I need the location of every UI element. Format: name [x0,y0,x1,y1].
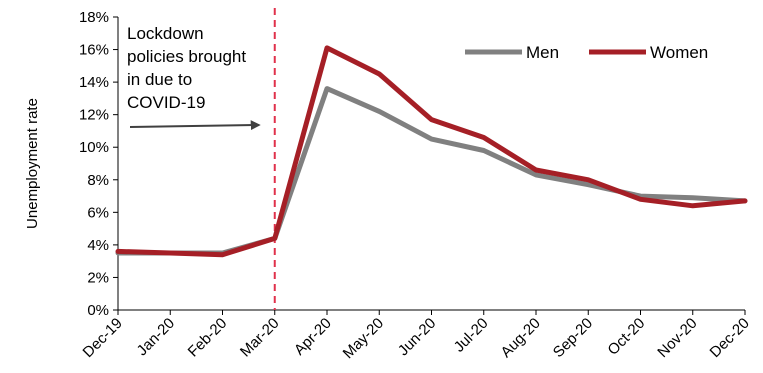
data-point-women [169,252,171,254]
annotation-text-line: Lockdown [127,24,204,43]
y-tick-label: 14% [79,74,109,91]
data-point-men [535,174,537,176]
data-point-women [483,136,485,138]
series-line-women [115,45,748,258]
data-point-women [692,205,694,207]
data-point-men [326,88,328,90]
x-tick-label: Dec-19 [80,315,126,361]
data-point-men [640,195,641,197]
data-point-women [431,119,432,121]
y-tick-label: 12% [79,107,109,124]
x-tick-label: Feb-20 [185,315,231,361]
legend-layer: Men Women [465,43,708,62]
data-point-women [222,254,223,256]
x-tick-label: Sep-20 [550,315,596,361]
annotation-text-line: in due to [127,70,192,89]
annotation-text-line: COVID-19 [127,93,205,112]
data-point-men [483,149,485,151]
x-tick-label: Oct-20 [604,315,648,359]
data-point-women [587,179,589,181]
y-tick-label: 2% [87,269,109,286]
x-tick-label: Jul-20 [451,315,492,356]
data-point-women [535,169,537,171]
y-tick-label: 0% [87,302,109,319]
data-point-women [117,250,119,252]
x-tick-label: Jun-20 [395,315,439,359]
annotation-text-line: policies brought [127,47,246,66]
annotation-arrow [129,120,261,131]
data-point-women [640,198,641,200]
y-tick-label: 10% [79,139,109,156]
y-tick-label: 4% [87,237,109,254]
data-point-men [378,110,380,112]
data-point-men [587,184,589,186]
annotation-layer: Lockdown policies brought in due to COVID-1… [127,24,261,131]
data-point-men [431,138,432,140]
x-tick-label: Apr-20 [291,315,335,359]
series-layer [115,45,748,258]
x-tick-label: Aug-20 [498,315,544,361]
x-tick-label: Jan-20 [134,315,178,359]
y-tick-label: 8% [87,172,109,189]
legend-label-women: Women [650,43,708,62]
x-tick-label: May-20 [340,315,387,362]
data-point-women [744,200,746,202]
x-tick-label: Dec-20 [707,315,753,361]
x-tick-label: Mar-20 [237,315,283,361]
series-line-men [115,86,748,256]
y-tick-label: 16% [79,42,109,59]
y-tick-label: 18% [79,9,109,26]
data-point-men [692,197,694,199]
data-point-women [274,237,276,239]
data-point-women [378,73,380,75]
y-axis-title: Unemployment rate [24,98,41,229]
x-tick-label: Nov-20 [654,315,700,361]
y-tick-label: 6% [87,204,109,221]
legend-label-men: Men [526,43,559,62]
data-point-women [326,47,328,49]
